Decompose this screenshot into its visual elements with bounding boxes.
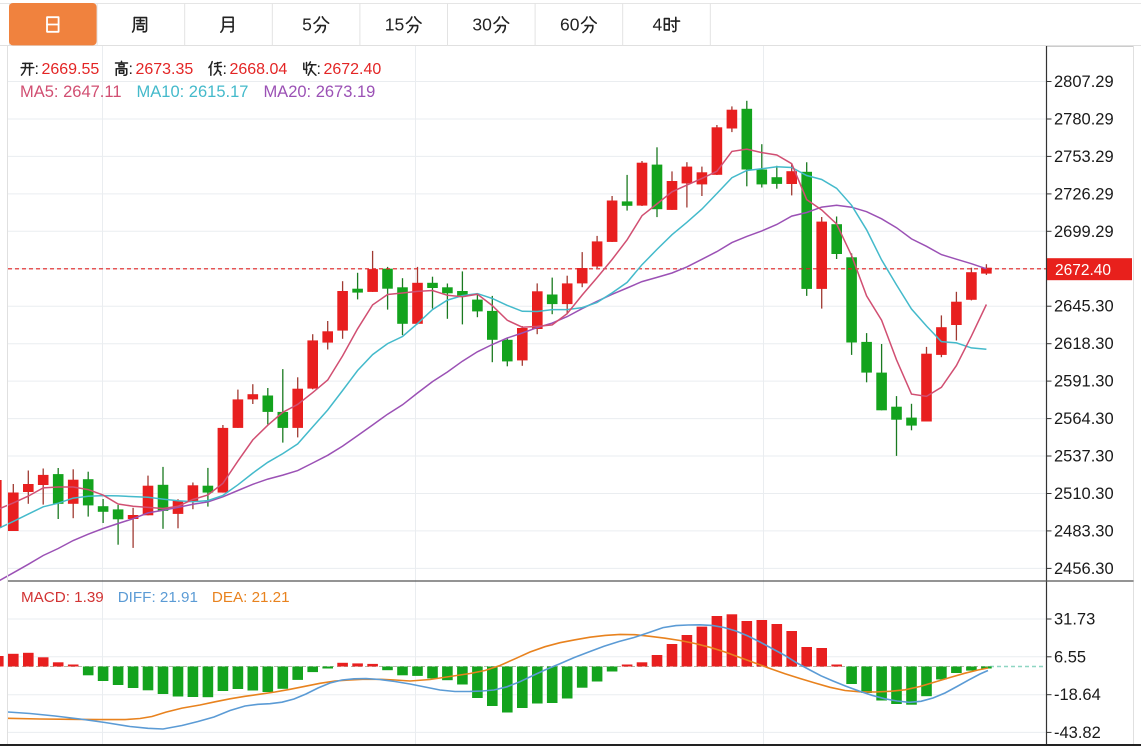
svg-text:2510.30: 2510.30 xyxy=(1054,485,1114,503)
svg-text:60: 60 xyxy=(560,15,580,35)
svg-text:-18.64: -18.64 xyxy=(1054,686,1101,704)
svg-text::2668.04: :2668.04 xyxy=(223,61,288,78)
svg-text:2780.29: 2780.29 xyxy=(1054,111,1114,129)
svg-text:15: 15 xyxy=(385,15,404,35)
svg-text:-43.82: -43.82 xyxy=(1054,724,1101,742)
svg-text:2726.29: 2726.29 xyxy=(1054,185,1114,203)
svg-text:2672.40: 2672.40 xyxy=(1055,262,1111,279)
svg-text:2564.30: 2564.30 xyxy=(1054,410,1114,428)
svg-text:2699.29: 2699.29 xyxy=(1054,223,1114,241)
svg-text:2591.30: 2591.30 xyxy=(1054,373,1114,391)
svg-text::2669.55: :2669.55 xyxy=(35,61,100,78)
svg-text::2673.35: :2673.35 xyxy=(129,61,194,78)
svg-text:2537.30: 2537.30 xyxy=(1054,448,1114,466)
svg-text:5: 5 xyxy=(302,15,312,35)
svg-text:31.73: 31.73 xyxy=(1054,611,1095,629)
svg-text:6.55: 6.55 xyxy=(1054,648,1086,666)
svg-text::2672.40: :2672.40 xyxy=(317,61,382,78)
svg-text:4: 4 xyxy=(653,15,663,35)
svg-text:2483.30: 2483.30 xyxy=(1054,522,1114,540)
svg-text:2753.29: 2753.29 xyxy=(1054,148,1114,166)
svg-text:2807.29: 2807.29 xyxy=(1054,73,1114,91)
svg-text:30: 30 xyxy=(472,15,492,35)
svg-text:2618.30: 2618.30 xyxy=(1054,335,1114,353)
svg-text:2456.30: 2456.30 xyxy=(1054,560,1114,578)
svg-text:2645.30: 2645.30 xyxy=(1054,298,1114,316)
